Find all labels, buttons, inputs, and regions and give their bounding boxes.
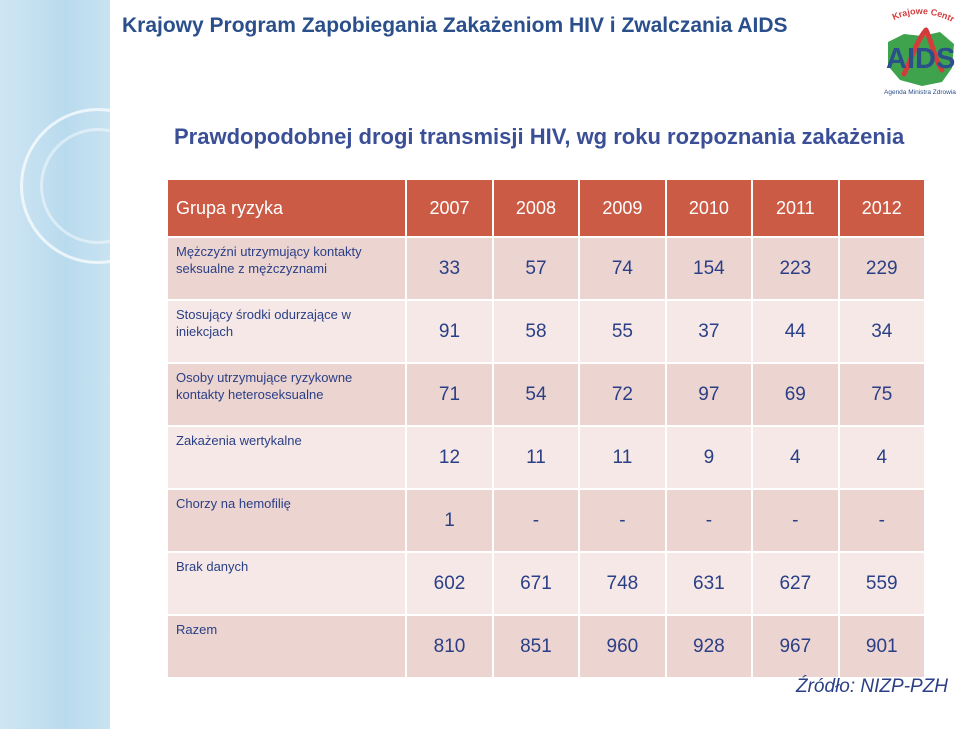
- table-cell: 72: [580, 364, 665, 425]
- table-header-row: Grupa ryzyka 2007 2008 2009 2010 2011 20…: [168, 180, 924, 236]
- table-cell: 1: [407, 490, 492, 551]
- header-cell-group: Grupa ryzyka: [168, 180, 406, 236]
- header-cell-year: 2012: [839, 180, 924, 236]
- table-cell: 960: [580, 616, 665, 677]
- row-label: Razem: [168, 616, 406, 677]
- logo-main-text: AIDS: [886, 43, 955, 75]
- table-row: Stosujący środki odurzające w iniekcjach…: [168, 301, 924, 362]
- table-cell: 44: [753, 301, 838, 362]
- row-label: Osoby utrzymujące ryzykowne kontakty het…: [168, 364, 406, 425]
- aids-logo-icon: Krajowe Centrum ds. AIDS Agenda Ministra…: [878, 0, 956, 96]
- table-cell: 75: [839, 364, 924, 425]
- table-cell: 671: [493, 553, 579, 614]
- logo-arc-text: Krajowe Centrum ds.: [882, 8, 956, 24]
- table-cell: 901: [839, 616, 924, 677]
- table-cell: 11: [493, 427, 579, 488]
- table-cell: 223: [753, 238, 838, 299]
- table-cell: 748: [580, 553, 665, 614]
- table-cell: 4: [753, 427, 838, 488]
- transmission-table: Grupa ryzyka 2007 2008 2009 2010 2011 20…: [166, 178, 926, 679]
- table-row: Zakażenia wertykalne 12 11 11 9 4 4: [168, 427, 924, 488]
- table-cell: 74: [580, 238, 665, 299]
- table-cell: -: [666, 490, 752, 551]
- table-cell: 91: [407, 301, 492, 362]
- table-cell: 154: [666, 238, 752, 299]
- table-row: Brak danych 602 671 748 631 627 559: [168, 553, 924, 614]
- logo-subtitle: Agenda Ministra Zdrowia: [884, 89, 956, 96]
- header-cell-year: 2011: [753, 180, 838, 236]
- table-cell: 33: [407, 238, 492, 299]
- table-cell: 12: [407, 427, 492, 488]
- table-cell: 967: [753, 616, 838, 677]
- table-cell: 4: [839, 427, 924, 488]
- table-cell: 34: [839, 301, 924, 362]
- table-cell: 54: [493, 364, 579, 425]
- slide-title: Prawdopodobnej drogi transmisji HIV, wg …: [174, 124, 905, 149]
- table-cell: 69: [753, 364, 838, 425]
- table-cell: 928: [666, 616, 752, 677]
- header-cell-year: 2009: [580, 180, 665, 236]
- decorative-arc-inner: [40, 128, 156, 244]
- table-cell: 9: [666, 427, 752, 488]
- table-cell: 631: [666, 553, 752, 614]
- header-cell-year: 2007: [407, 180, 492, 236]
- source-note: Źródło: NIZP-PZH: [796, 676, 949, 697]
- program-title: Krajowy Program Zapobiegania Zakażeniom …: [122, 14, 788, 37]
- row-label: Chorzy na hemofilię: [168, 490, 406, 551]
- header-cell-year: 2010: [666, 180, 752, 236]
- header-cell-year: 2008: [493, 180, 579, 236]
- table-cell: -: [753, 490, 838, 551]
- table-cell: 37: [666, 301, 752, 362]
- table-cell: 11: [580, 427, 665, 488]
- table-row: Chorzy na hemofilię 1 - - - - -: [168, 490, 924, 551]
- table-cell: 559: [839, 553, 924, 614]
- table-row: Mężczyźni utrzymujący kontakty seksualne…: [168, 238, 924, 299]
- table-cell: 55: [580, 301, 665, 362]
- table-cell: 57: [493, 238, 579, 299]
- table-cell: 810: [407, 616, 492, 677]
- aids-logo: Krajowe Centrum ds. AIDS Agenda Ministra…: [878, 0, 958, 96]
- row-label: Brak danych: [168, 553, 406, 614]
- table-cell: 602: [407, 553, 492, 614]
- row-label: Zakażenia wertykalne: [168, 427, 406, 488]
- table-cell: 97: [666, 364, 752, 425]
- table-cell: -: [839, 490, 924, 551]
- table-row: Osoby utrzymujące ryzykowne kontakty het…: [168, 364, 924, 425]
- table-cell: 851: [493, 616, 579, 677]
- row-label: Mężczyźni utrzymujący kontakty seksualne…: [168, 238, 406, 299]
- table-cell: 71: [407, 364, 492, 425]
- table-cell: 229: [839, 238, 924, 299]
- table-cell: -: [493, 490, 579, 551]
- row-label: Stosujący środki odurzające w iniekcjach: [168, 301, 406, 362]
- table-cell: 58: [493, 301, 579, 362]
- table-cell: 627: [753, 553, 838, 614]
- table-row-total: Razem 810 851 960 928 967 901: [168, 616, 924, 677]
- table-cell: -: [580, 490, 665, 551]
